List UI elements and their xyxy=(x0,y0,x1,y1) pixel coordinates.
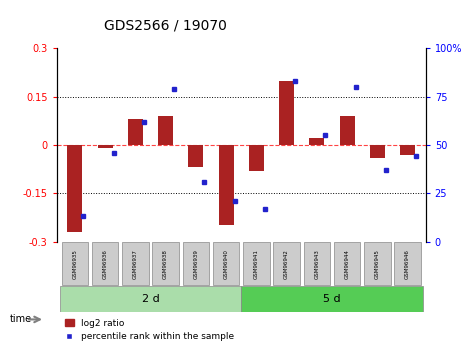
Text: 2 d: 2 d xyxy=(141,294,159,304)
Text: GSM96940: GSM96940 xyxy=(224,249,228,279)
Text: GSM96935: GSM96935 xyxy=(72,249,78,279)
Text: GSM96941: GSM96941 xyxy=(254,249,259,279)
FancyBboxPatch shape xyxy=(213,243,239,285)
FancyBboxPatch shape xyxy=(92,243,118,285)
Bar xyxy=(128,119,143,145)
FancyBboxPatch shape xyxy=(122,243,149,285)
Bar xyxy=(400,145,415,155)
Text: GSM96944: GSM96944 xyxy=(344,249,350,279)
Bar xyxy=(370,145,385,158)
Bar xyxy=(340,116,355,145)
Text: GSM96937: GSM96937 xyxy=(133,249,138,279)
Text: GSM96942: GSM96942 xyxy=(284,249,289,279)
Bar xyxy=(309,138,324,145)
Text: GSM96939: GSM96939 xyxy=(193,249,198,279)
Bar xyxy=(60,286,241,312)
FancyBboxPatch shape xyxy=(394,243,421,285)
Text: GSM96936: GSM96936 xyxy=(103,249,108,279)
FancyBboxPatch shape xyxy=(364,243,391,285)
FancyBboxPatch shape xyxy=(304,243,330,285)
Bar xyxy=(158,116,173,145)
Bar xyxy=(67,145,82,232)
Text: GDS2566 / 19070: GDS2566 / 19070 xyxy=(104,19,227,33)
Bar xyxy=(279,80,294,145)
FancyBboxPatch shape xyxy=(152,243,179,285)
Bar xyxy=(97,145,113,148)
Text: GSM96943: GSM96943 xyxy=(315,249,319,279)
Text: GSM96946: GSM96946 xyxy=(405,249,410,279)
Text: time: time xyxy=(9,314,32,324)
Legend: log2 ratio, percentile rank within the sample: log2 ratio, percentile rank within the s… xyxy=(61,315,238,345)
Bar xyxy=(241,286,423,312)
FancyBboxPatch shape xyxy=(243,243,270,285)
Text: GSM96938: GSM96938 xyxy=(163,249,168,279)
Bar xyxy=(219,145,234,225)
FancyBboxPatch shape xyxy=(273,243,300,285)
Bar xyxy=(188,145,203,167)
FancyBboxPatch shape xyxy=(61,243,88,285)
FancyBboxPatch shape xyxy=(183,243,209,285)
Bar xyxy=(249,145,264,171)
Text: 5 d: 5 d xyxy=(323,294,341,304)
FancyBboxPatch shape xyxy=(334,243,360,285)
Text: GSM96945: GSM96945 xyxy=(375,249,380,279)
